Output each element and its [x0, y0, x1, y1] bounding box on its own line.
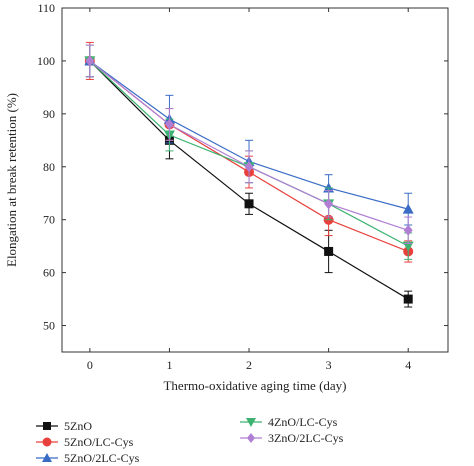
legend-marker	[42, 437, 52, 447]
legend-marker	[42, 453, 52, 462]
x-axis-label: Thermo-oxidative aging time (day)	[163, 378, 346, 393]
y-tick-label: 70	[43, 213, 55, 227]
x-tick-label: 2	[246, 358, 252, 372]
y-tick-label: 80	[43, 160, 55, 174]
axis-ticks: 0 1 2 3 4 50 60 70 80 90 100 110	[37, 1, 448, 372]
legend-item: 4ZnO/LC-Cys	[240, 415, 338, 429]
legend-item: 5ZnO/LC-Cys	[36, 435, 134, 449]
y-axis-label: Elongation at break retention (%)	[4, 93, 19, 267]
x-tick-label: 3	[326, 358, 332, 372]
x-tick-label: 4	[405, 358, 411, 372]
legend-label: 5ZnO/2LC-Cys	[64, 451, 140, 465]
legend-label: 3ZnO/2LC-Cys	[268, 431, 344, 445]
legend-label: 4ZnO/LC-Cys	[268, 415, 338, 429]
data-point	[164, 118, 174, 130]
series-4	[85, 44, 413, 245]
data-point	[324, 198, 334, 210]
y-tick-label: 90	[43, 107, 55, 121]
data-point	[403, 294, 413, 304]
plot-border	[61, 7, 449, 353]
data-point	[244, 161, 254, 173]
y-tick-label: 60	[43, 266, 55, 280]
plot-area	[61, 7, 449, 353]
legend-marker	[43, 422, 51, 430]
y-tick-label: 50	[43, 319, 55, 333]
series-layer	[84, 41, 414, 308]
legend-label: 5ZnO	[64, 419, 92, 433]
x-tick-label: 1	[166, 358, 172, 372]
y-tick-label: 100	[37, 54, 55, 68]
data-point	[244, 199, 254, 209]
legend-marker	[247, 433, 255, 443]
legend-item: 3ZnO/2LC-Cys	[240, 431, 344, 445]
y-tick-label: 110	[37, 1, 55, 15]
data-point	[403, 224, 413, 236]
data-point	[402, 241, 414, 252]
legend-label: 5ZnO/LC-Cys	[64, 435, 134, 449]
data-point	[85, 55, 95, 67]
legend-item: 5ZnO	[36, 419, 92, 433]
x-tick-label: 0	[87, 358, 93, 372]
legend: 5ZnO 5ZnO/LC-Cys 5ZnO/2LC-Cys 4ZnO/LC-Cys 3Z…	[36, 415, 344, 465]
data-point	[402, 203, 414, 214]
data-point	[324, 246, 334, 256]
legend-item: 5ZnO/2LC-Cys	[36, 451, 140, 465]
legend-marker	[246, 418, 256, 427]
